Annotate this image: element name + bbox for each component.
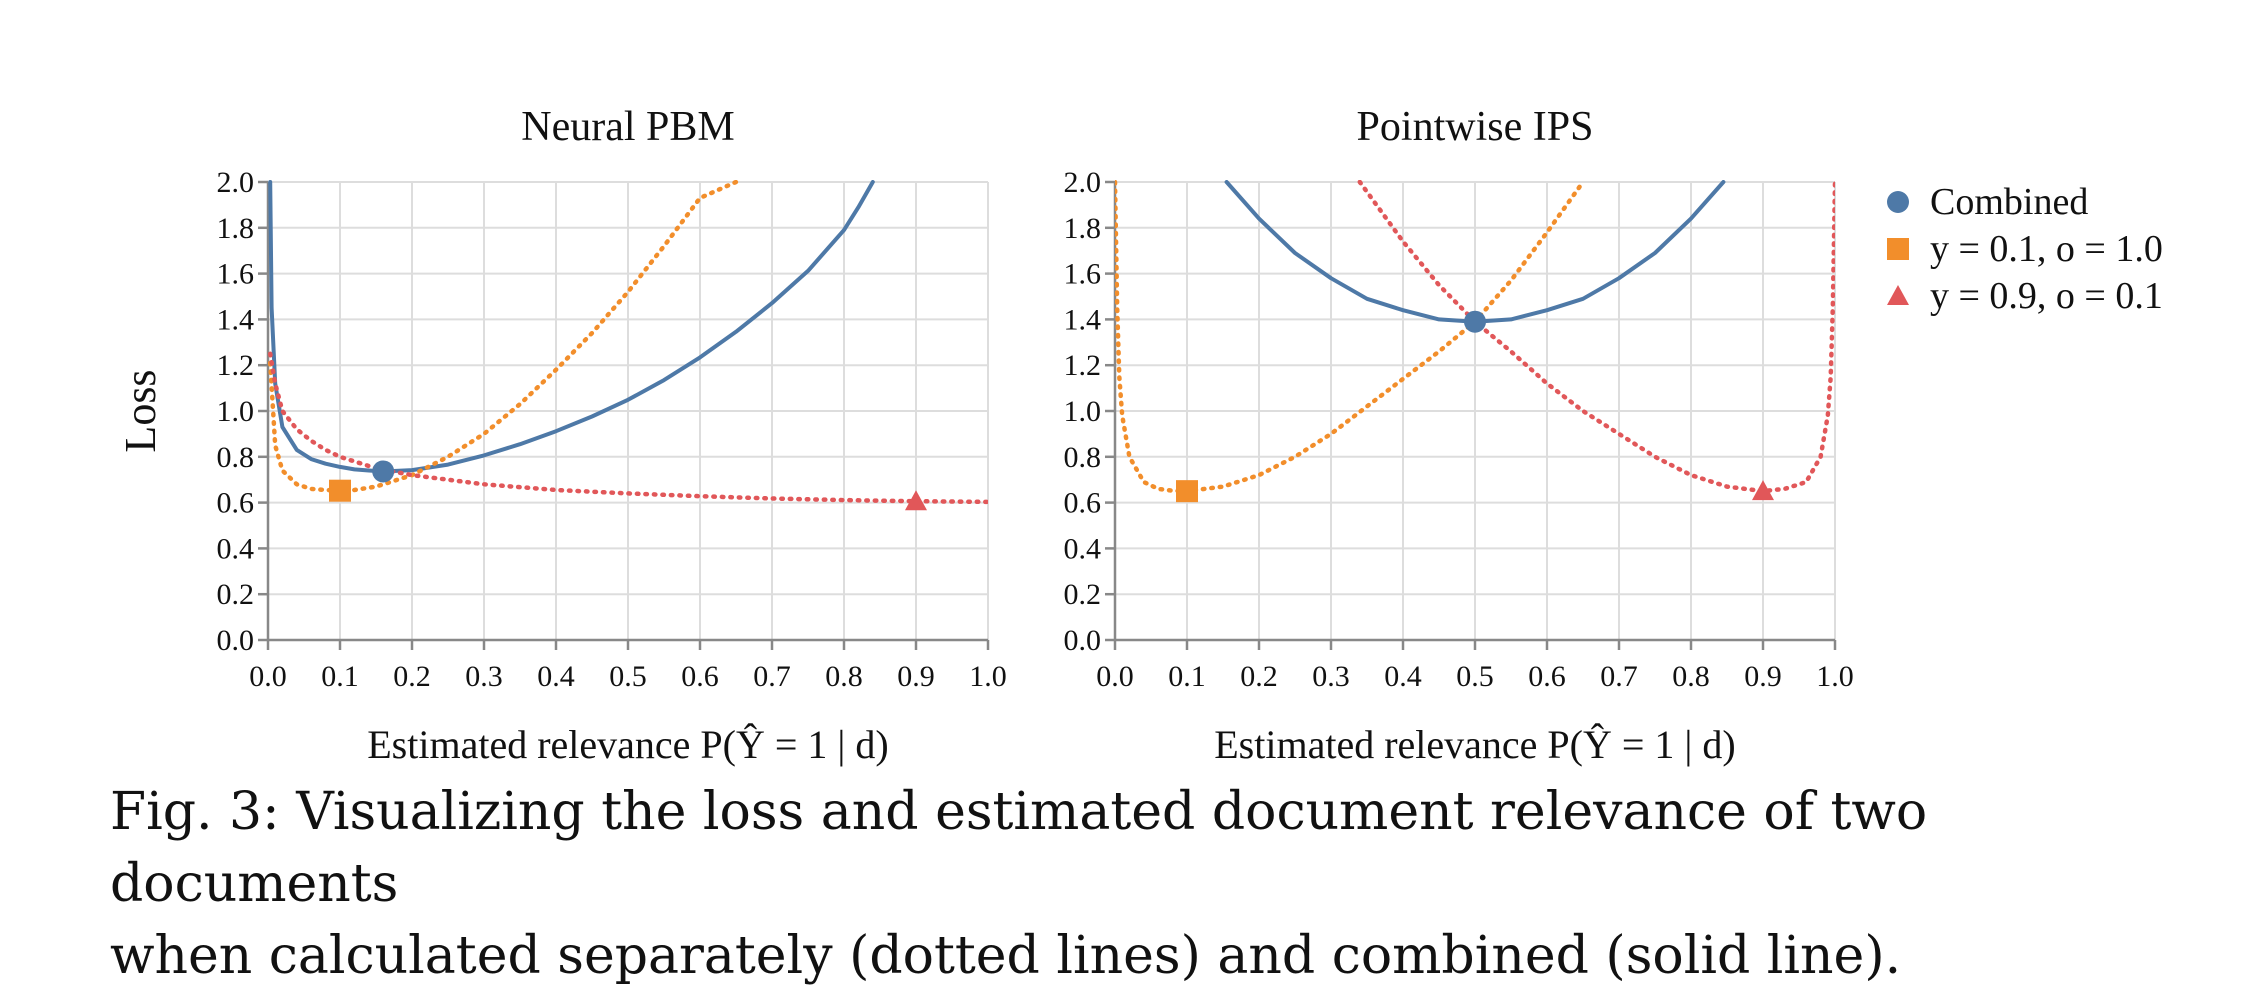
x-tick-label: 0.5 <box>609 660 647 693</box>
y-tick-label: 1.4 <box>1064 303 1102 336</box>
x-tick-label: 0.0 <box>249 660 287 693</box>
chart-neural-pbm: 0.0 0.2 0.4 0.6 0.8 1.0 1.2 1.4 1.6 1.8 2.0 0.0 0.1 0… <box>116 104 1007 767</box>
legend: Combined y = 0.1, o = 1.0 y = 0.9, o = 0.1 <box>1887 181 2163 317</box>
legend-label: y = 0.1, o = 1.0 <box>1930 228 2163 270</box>
y-tick-label: 0.6 <box>217 487 255 520</box>
y-tick-label: 0.2 <box>217 578 255 611</box>
y-tick-label: 1.2 <box>217 349 255 382</box>
legend-symbol-combined <box>1887 191 1909 213</box>
chart-title: Pointwise IPS <box>1357 104 1594 150</box>
x-tick-label: 0.7 <box>1600 660 1638 693</box>
y-tick-label: 0.8 <box>217 441 255 474</box>
marker-combined <box>372 460 395 483</box>
y-tick-label: 0.2 <box>1064 578 1102 611</box>
chart-title: Neural PBM <box>521 104 735 150</box>
x-tick-label: 0.3 <box>465 660 503 693</box>
x-tick-label: 0.6 <box>681 660 719 693</box>
marker-y-0-1-o-1-0 <box>1176 480 1198 503</box>
marker-y-0-9-o-0-1 <box>905 490 927 511</box>
x-tick-label: 0.8 <box>825 660 863 693</box>
gridlines <box>1114 181 1836 641</box>
x-axis-label: Estimated relevance P(Ŷ = 1 | d) <box>367 722 889 767</box>
x-tick-label: 0.5 <box>1456 660 1494 693</box>
y-tick-label: 0.8 <box>1064 441 1102 474</box>
x-tick-label: 0.4 <box>537 660 575 693</box>
legend-symbol-y-0-1-o-1-0 <box>1887 238 1909 260</box>
y-axis-label: Loss <box>116 369 165 452</box>
x-tick-label: 0.6 <box>1528 660 1566 693</box>
caption-line-2: when calculated separately (dotted lines… <box>110 926 1902 986</box>
gridlines <box>267 181 989 641</box>
chart-pointwise-ips: 0.0 0.2 0.4 0.6 0.8 1.0 1.2 1.4 1.6 1.8 2.0 0.0 0.1 0… <box>1064 104 1854 767</box>
y-tick-label: 2.0 <box>1064 166 1102 199</box>
marker-y-0-1-o-1-0 <box>329 479 351 502</box>
y-tick-label: 1.6 <box>217 258 255 291</box>
x-tick-label: 0.7 <box>753 660 791 693</box>
x-tick-label: 0.3 <box>1312 660 1350 693</box>
y-tick-label: 0.0 <box>1064 624 1102 657</box>
marker-combined <box>1464 310 1486 333</box>
y-tick-label: 0.4 <box>217 532 255 565</box>
series-line-y-0-9-o-0-1 <box>268 351 988 505</box>
y-tick-label: 0.4 <box>1064 532 1102 565</box>
y-tick-label: 1.0 <box>1064 395 1102 428</box>
x-tick-label: 0.9 <box>1744 660 1782 693</box>
y-tick-label: 1.2 <box>1064 349 1102 382</box>
y-tick-label: 1.0 <box>217 395 255 428</box>
y-tick-label: 2.0 <box>217 166 255 199</box>
y-tick-label: 1.4 <box>217 303 255 336</box>
x-tick-label: 0.9 <box>897 660 935 693</box>
y-tick-label: 1.8 <box>1064 212 1102 245</box>
marker-y-0-9-o-0-1 <box>1752 480 1774 501</box>
x-tick-label: 0.1 <box>321 660 359 693</box>
x-tick-label: 1.0 <box>1816 660 1854 693</box>
figure-caption: Fig. 3: Visualizing the loss and estimat… <box>110 776 2220 992</box>
x-tick-label: 0.8 <box>1672 660 1710 693</box>
legend-label: y = 0.9, o = 0.1 <box>1930 275 2163 317</box>
x-tick-label: 0.2 <box>1240 660 1278 693</box>
x-tick-label: 1.0 <box>969 660 1007 693</box>
caption-line-1: Fig. 3: Visualizing the loss and estimat… <box>110 782 1928 914</box>
x-tick-label: 0.2 <box>393 660 431 693</box>
x-tick-label: 0.0 <box>1096 660 1134 693</box>
y-tick-label: 1.6 <box>1064 258 1102 291</box>
series-line-combined <box>268 180 875 474</box>
y-tick-label: 1.8 <box>217 212 255 245</box>
legend-symbol-y-0-9-o-0-1 <box>1887 285 1909 305</box>
x-tick-label: 0.1 <box>1168 660 1206 693</box>
x-tick-label: 0.4 <box>1384 660 1422 693</box>
series-group <box>268 180 988 505</box>
y-tick-label: 0.0 <box>217 624 255 657</box>
y-tick-label: 0.6 <box>1064 487 1102 520</box>
x-axis-label: Estimated relevance P(Ŷ = 1 | d) <box>1214 722 1736 767</box>
legend-label: Combined <box>1930 181 2088 223</box>
figure: 0.0 0.2 0.4 0.6 0.8 1.0 1.2 1.4 1.6 1.8 2.0 0.0 0.1 0… <box>116 104 2163 767</box>
